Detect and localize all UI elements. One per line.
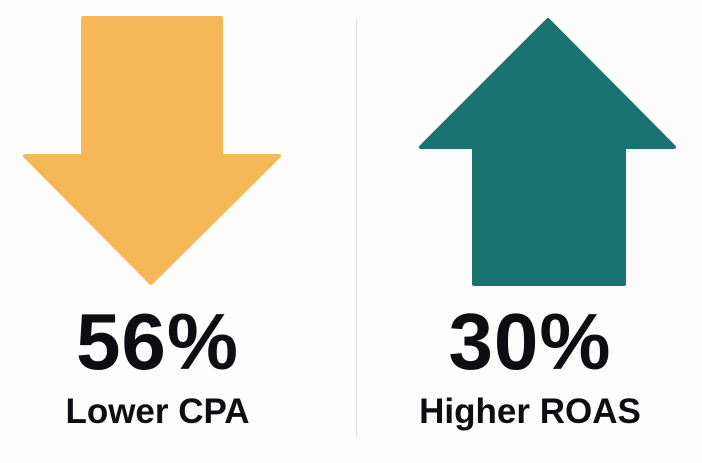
arrow-down-shape xyxy=(23,16,281,285)
cpa-value: 56% xyxy=(75,297,240,386)
column-divider xyxy=(356,18,357,438)
cpa-label: Lower CPA xyxy=(65,392,250,431)
arrow-up-shape xyxy=(419,18,676,286)
roas-value: 30% xyxy=(448,297,612,386)
roas-label: Higher ROAS xyxy=(419,392,641,431)
